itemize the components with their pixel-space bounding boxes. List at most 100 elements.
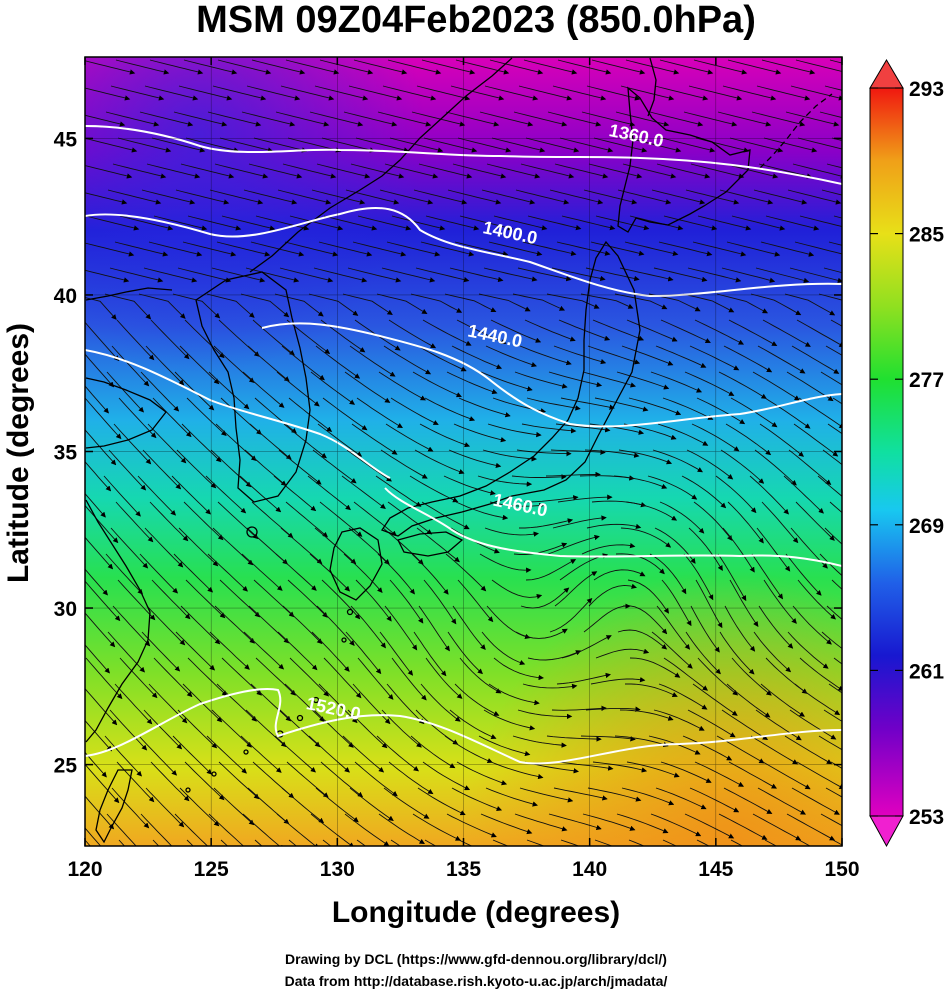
streamline (139, 553, 179, 594)
streamline (85, 165, 133, 179)
streamline (411, 553, 449, 595)
streamline (595, 215, 650, 231)
streamline (85, 192, 128, 205)
streamline (681, 475, 727, 509)
streamline (722, 527, 755, 573)
streamline (752, 371, 800, 401)
streamline (763, 137, 818, 153)
streamline (513, 111, 568, 127)
streamline (756, 85, 811, 101)
streamline (553, 787, 608, 801)
streamline (357, 657, 394, 700)
streamline (661, 579, 692, 627)
streamline (85, 269, 130, 283)
streamline (511, 474, 567, 480)
streamline (819, 111, 842, 118)
streamline (556, 241, 611, 256)
streamline (549, 597, 593, 633)
streamline (113, 423, 152, 465)
streamline (493, 215, 548, 231)
streamline (821, 189, 842, 196)
streamline (613, 475, 668, 489)
streamline (620, 85, 675, 101)
streamline (718, 371, 767, 399)
streamline (221, 657, 262, 696)
height-contours (85, 125, 842, 765)
streamline (411, 111, 466, 127)
streamline (650, 813, 702, 837)
streamline (85, 504, 119, 544)
streamline (144, 527, 184, 568)
streamline (556, 672, 611, 685)
streamline (181, 423, 222, 463)
streamline (240, 735, 282, 773)
streamline (823, 709, 842, 722)
streamline (592, 319, 645, 341)
streamline (107, 631, 146, 673)
streamline (447, 631, 483, 675)
streamline (286, 761, 329, 798)
streamline (221, 215, 276, 231)
colorbar-label: 253 (909, 806, 944, 829)
streamline (723, 345, 773, 373)
x-tick-label: 130 (320, 858, 355, 881)
streamline (342, 293, 393, 315)
streamline (352, 241, 407, 257)
streamline (451, 787, 503, 812)
streamline (350, 163, 405, 179)
streamline (85, 460, 112, 492)
streamline (587, 787, 642, 802)
streamline (104, 735, 143, 777)
streamline (589, 423, 645, 435)
streamline (307, 475, 351, 511)
streamline (788, 449, 832, 485)
streamline (729, 579, 759, 627)
streamline (412, 371, 462, 398)
streamline (658, 683, 708, 710)
streamline (379, 189, 434, 205)
y-axis-label: Latitude (degrees) (2, 322, 35, 584)
streamline (481, 631, 526, 666)
streamline (761, 501, 799, 544)
streamline (275, 553, 317, 591)
streamline (171, 475, 212, 515)
streamline (146, 163, 201, 179)
streamline (557, 59, 612, 75)
streamline (750, 293, 802, 316)
streamline (722, 85, 777, 101)
streamline (104, 293, 152, 320)
streamline (346, 449, 392, 482)
streamline (764, 397, 811, 429)
streamline (211, 709, 252, 748)
streamline (593, 137, 648, 153)
streamline (750, 735, 799, 765)
streamline (583, 189, 638, 205)
streamline (652, 449, 703, 473)
streamline (344, 371, 391, 403)
streamline (245, 709, 287, 748)
streamline (759, 423, 804, 457)
x-axis-label: Longitude (degrees) (331, 896, 621, 929)
streamline (619, 709, 674, 721)
streamline (378, 371, 426, 401)
streamline (799, 657, 842, 691)
streamline (527, 650, 582, 661)
streamline (320, 761, 364, 798)
streamline (343, 553, 383, 593)
streamline (694, 761, 744, 787)
streamline (274, 293, 324, 317)
streamline (146, 605, 186, 646)
streamline (449, 267, 504, 283)
streamline (649, 111, 704, 127)
streamline (215, 423, 257, 461)
streamline (490, 319, 542, 343)
streamline (284, 241, 339, 257)
streamline (212, 85, 267, 101)
streamline (243, 631, 285, 670)
streamline (355, 579, 392, 622)
streamline (386, 683, 425, 725)
streamline (757, 345, 806, 374)
streamline (391, 657, 427, 701)
streamline (184, 761, 225, 801)
streamline (657, 423, 709, 446)
